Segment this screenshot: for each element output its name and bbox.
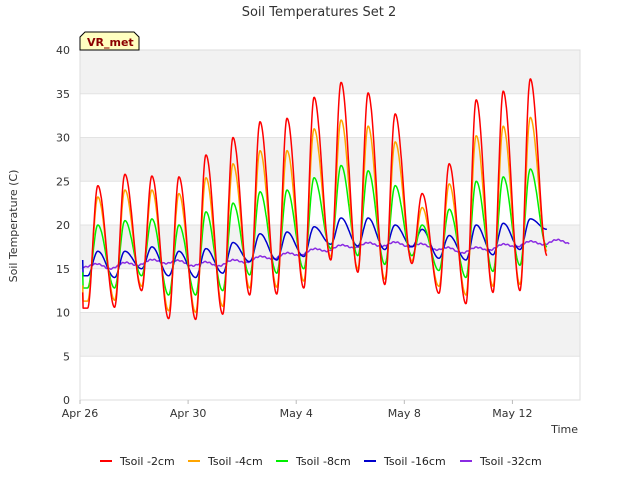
y-axis-ticks: 0 5 10 15 20 25 30 35 40 <box>56 44 70 407</box>
grid-band <box>80 50 580 94</box>
legend-label-tsoil-2cm: Tsoil -2cm <box>119 455 175 468</box>
x-tick-label: Apr 30 <box>170 407 207 420</box>
grid-band <box>80 225 580 269</box>
y-tick-label: 35 <box>56 88 70 101</box>
y-tick-label: 5 <box>63 350 70 363</box>
y-tick-label: 10 <box>56 307 70 320</box>
plot-frame <box>79 49 581 401</box>
vr-met-badge: VR_met <box>79 31 140 51</box>
grid-bands <box>80 50 580 357</box>
x-tick-label: May 12 <box>492 407 532 420</box>
series-lines <box>81 78 570 321</box>
y-tick-label: 30 <box>56 132 70 145</box>
series-line-tsoil-2cm <box>81 78 548 321</box>
y-tick-label: 25 <box>56 175 70 188</box>
grid-band <box>80 312 580 357</box>
legend-label-tsoil-32cm: Tsoil -32cm <box>479 455 542 468</box>
x-tick-label: Apr 26 <box>62 407 99 420</box>
y-tick-label: 40 <box>56 44 70 57</box>
x-tick-label: May 4 <box>280 407 313 420</box>
y-tick-label: 20 <box>56 219 70 232</box>
legend-label-tsoil-8cm: Tsoil -8cm <box>295 455 351 468</box>
x-axis-ticks: Apr 26 Apr 30 May 4 May 8 May 12 <box>62 400 533 420</box>
badge-label: VR_met <box>87 36 134 49</box>
grid-band <box>80 137 580 182</box>
badge-shape <box>79 31 140 51</box>
y-axis-label: Soil Temperature (C) <box>7 170 20 283</box>
legend-label-tsoil-16cm: Tsoil -16cm <box>383 455 446 468</box>
x-axis-label: Time <box>550 423 578 436</box>
x-tick-label: May 8 <box>388 407 421 420</box>
y-tick-label: 0 <box>63 394 70 407</box>
y-tick-label: 15 <box>56 263 70 276</box>
chart-title: Soil Temperatures Set 2 <box>242 5 397 20</box>
legend: Tsoil -2cm Tsoil -4cm Tsoil -8cm Tsoil -16c… <box>100 455 542 468</box>
legend-label-tsoil-4cm: Tsoil -4cm <box>207 455 263 468</box>
